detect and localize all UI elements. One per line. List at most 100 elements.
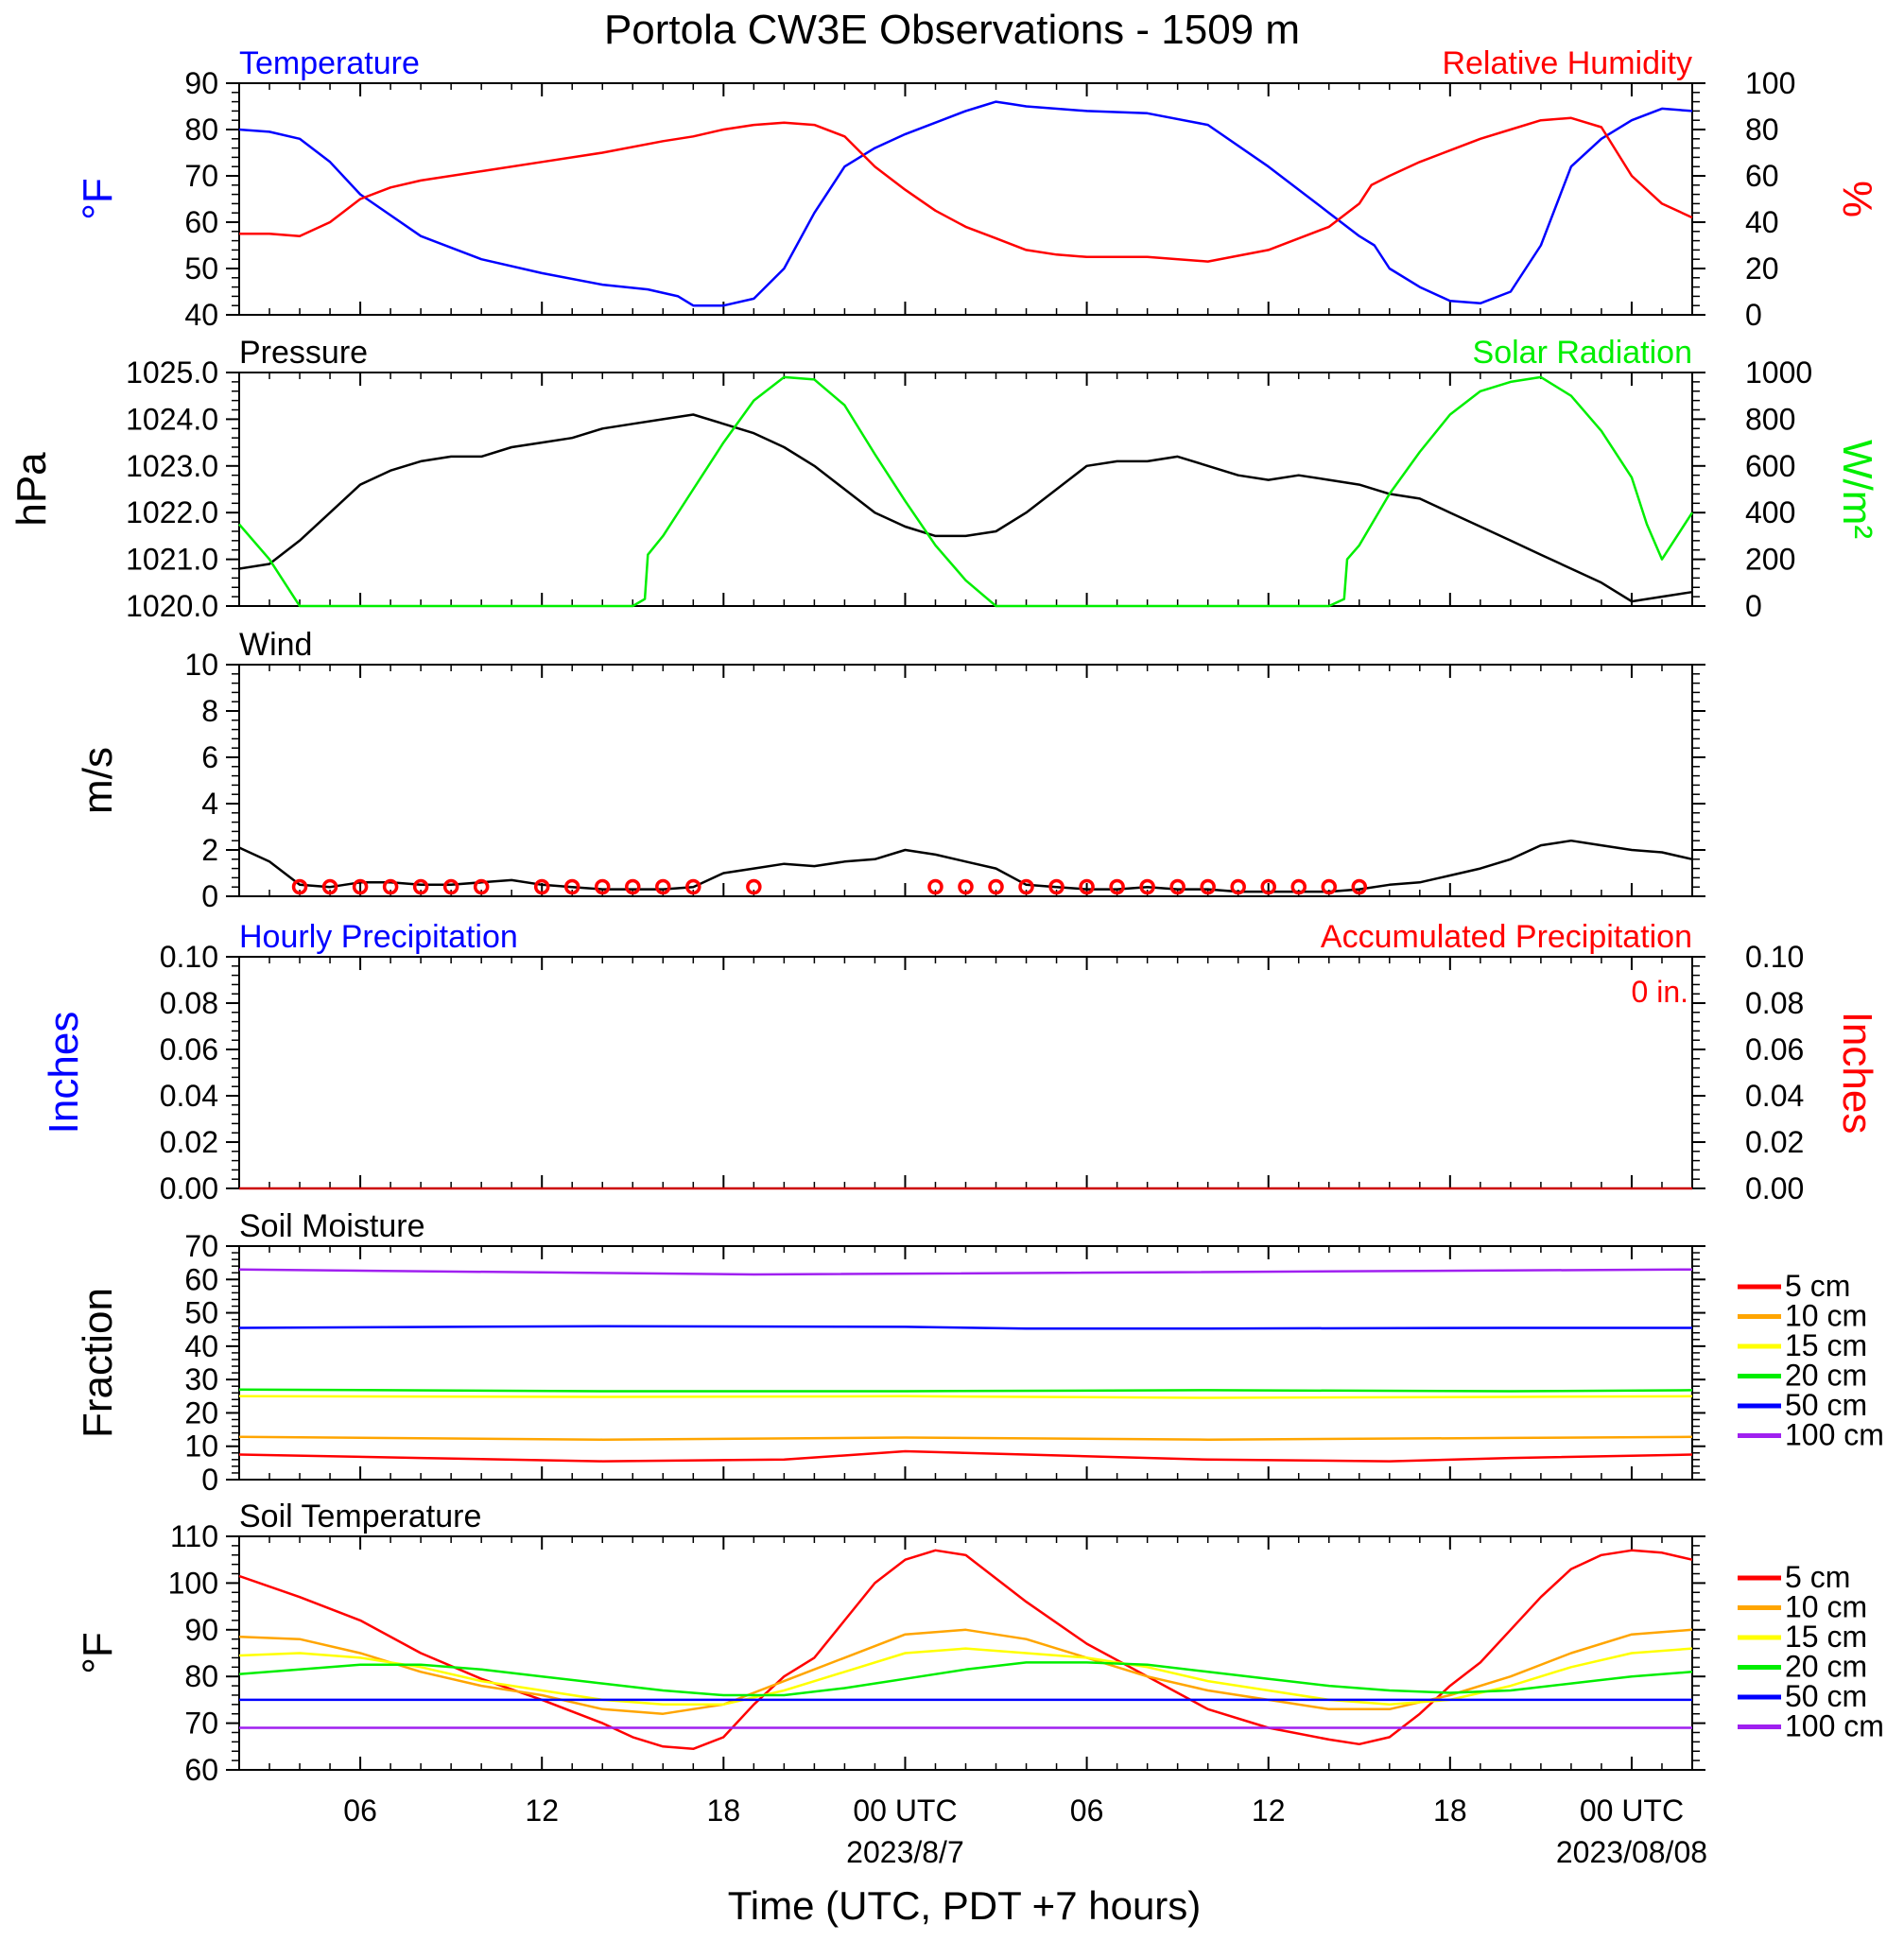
left-tick-label: 60	[184, 1753, 218, 1787]
left-unit-label: hPa	[9, 452, 55, 527]
left-tick-label: 0.02	[160, 1125, 218, 1159]
left-tick-label: 80	[184, 113, 218, 147]
x-date-label: 2023/8/7	[846, 1835, 964, 1869]
left-tick-label: 50	[184, 1296, 218, 1330]
legend-label: 100 cm	[1785, 1418, 1884, 1452]
left-unit-label: °F	[75, 178, 121, 219]
right-tick-label: 1000	[1745, 355, 1812, 390]
panel-frame	[238, 82, 1693, 316]
series-line-50-cm	[238, 1325, 1692, 1330]
right-tick-label: 0.02	[1745, 1125, 1804, 1159]
wind-calm-marker	[625, 878, 641, 895]
series-line-15-cm	[238, 1647, 1693, 1707]
left-tick-label: 100	[168, 1566, 218, 1600]
left-tick-label: 1025.0	[126, 355, 218, 390]
left-tick-label: 70	[184, 1707, 218, 1741]
panel-left-title: Hourly Precipitation	[239, 919, 518, 955]
right-tick-label: 0.04	[1745, 1079, 1804, 1113]
wind-calm-marker	[1321, 878, 1337, 895]
panel-frame	[238, 1535, 1693, 1771]
left-tick-label: 70	[184, 159, 218, 193]
series-line-10-cm	[238, 1435, 1693, 1441]
x-tick-label: 18	[1433, 1794, 1467, 1828]
left-tick-label: 0.00	[160, 1171, 218, 1205]
legend-label: 15 cm	[1785, 1328, 1867, 1362]
left-unit-label: m/s	[75, 747, 121, 814]
series-line-pressure	[238, 413, 1693, 603]
series-line-wind	[238, 839, 1693, 893]
left-tick-label: 0.06	[160, 1032, 218, 1066]
panel-left-title: Soil Temperature	[239, 1499, 481, 1534]
left-tick-label: 1022.0	[126, 495, 218, 529]
right-tick-label: 60	[1745, 159, 1779, 193]
x-date-label: 2023/08/08	[1556, 1835, 1707, 1869]
wind-calm-marker	[382, 878, 399, 895]
left-tick-label: 90	[184, 1613, 218, 1647]
panel-temp_rh: 40 50 60 70 80 90 0 20 40 60 80 100 Temperature Relat…	[75, 45, 1880, 332]
panel-right-title: Solar Radiation	[1473, 335, 1692, 371]
panel-frame	[238, 1245, 1693, 1481]
wind-calm-marker	[533, 878, 550, 895]
right-tick-label: 40	[1745, 205, 1779, 239]
left-tick-label: 70	[184, 1229, 218, 1263]
right-tick-label: 100	[1745, 66, 1795, 100]
left-unit-label: Inches	[41, 1012, 87, 1135]
wind-calm-marker	[927, 878, 943, 895]
left-tick-label: 40	[184, 1329, 218, 1363]
left-tick-label: 1024.0	[126, 402, 218, 436]
left-tick-label: 4	[201, 787, 218, 821]
legend-label: 20 cm	[1785, 1359, 1867, 1393]
legend-label: 50 cm	[1785, 1388, 1867, 1422]
left-tick-label: 50	[184, 251, 218, 286]
series-line-20-cm	[238, 1388, 1693, 1393]
left-tick-label: 6	[201, 740, 218, 774]
x-axis: 06 12 18 00 UTC 2023/8/7 06 12 18 00 UTC 2023/08/…	[343, 1794, 1707, 1869]
wind-calm-marker	[291, 878, 308, 895]
wind-calm-marker	[412, 878, 429, 895]
left-tick-label: 60	[184, 205, 218, 239]
wind-calm-marker	[321, 878, 338, 895]
panel-right-title: Accumulated Precipitation	[1321, 919, 1692, 955]
wind-calm-marker	[958, 878, 974, 895]
legend-label: 20 cm	[1785, 1650, 1867, 1684]
panel-frame	[238, 372, 1693, 607]
left-tick-label: 10	[184, 648, 218, 682]
series-line-solar-radiation	[238, 375, 1694, 608]
left-tick-label: 20	[184, 1395, 218, 1430]
panel-right-title: Relative Humidity	[1442, 45, 1692, 81]
left-tick-label: 90	[184, 66, 218, 100]
wind-calm-marker	[1260, 878, 1276, 895]
right-tick-label: 20	[1745, 251, 1779, 286]
left-tick-label: 0.04	[160, 1079, 218, 1113]
left-tick-label: 1021.0	[126, 543, 218, 577]
left-tick-label: 30	[184, 1362, 218, 1396]
left-tick-label: 60	[184, 1262, 218, 1296]
panel-precip: 0.00 0.02 0.04 0.06 0.08 0.10 0.00 0.02 0.04 0.06…	[41, 919, 1880, 1205]
panel-frame	[238, 956, 1693, 1189]
right-tick-label: 600	[1745, 449, 1795, 483]
x-tick-label: 18	[707, 1794, 741, 1828]
wind-calm-marker	[746, 878, 762, 895]
wind-calm-marker	[1200, 878, 1216, 895]
right-tick-label: 200	[1745, 543, 1795, 577]
left-tick-label: 10	[184, 1430, 218, 1464]
legend-label: 5 cm	[1785, 1560, 1850, 1594]
panel-pressure_solar: 1020.0 1021.0 1022.0 1023.0 1024.0 1025.0 0 200…	[9, 335, 1880, 623]
wind-calm-marker	[595, 878, 611, 895]
wind-calm-marker	[655, 878, 671, 895]
left-tick-label: 0.10	[160, 940, 218, 974]
wind-calm-marker	[442, 878, 459, 895]
panel-wind: 0 2 4 6 8 10 Wind m/s	[75, 627, 1705, 913]
left-tick-label: 0	[201, 1463, 218, 1497]
wind-calm-marker	[685, 878, 701, 895]
right-tick-label: 800	[1745, 402, 1795, 436]
series-line-5-cm	[238, 1449, 1693, 1463]
x-axis-label: Time (UTC, PDT +7 hours)	[728, 1883, 1202, 1928]
left-tick-label: 80	[184, 1659, 218, 1693]
series-line-100-cm	[238, 1268, 1693, 1276]
wind-calm-marker	[1018, 878, 1034, 895]
panel-left-title: Pressure	[239, 335, 368, 371]
x-tick-label: 00 UTC	[853, 1794, 957, 1828]
right-unit-label: %	[1834, 181, 1880, 217]
